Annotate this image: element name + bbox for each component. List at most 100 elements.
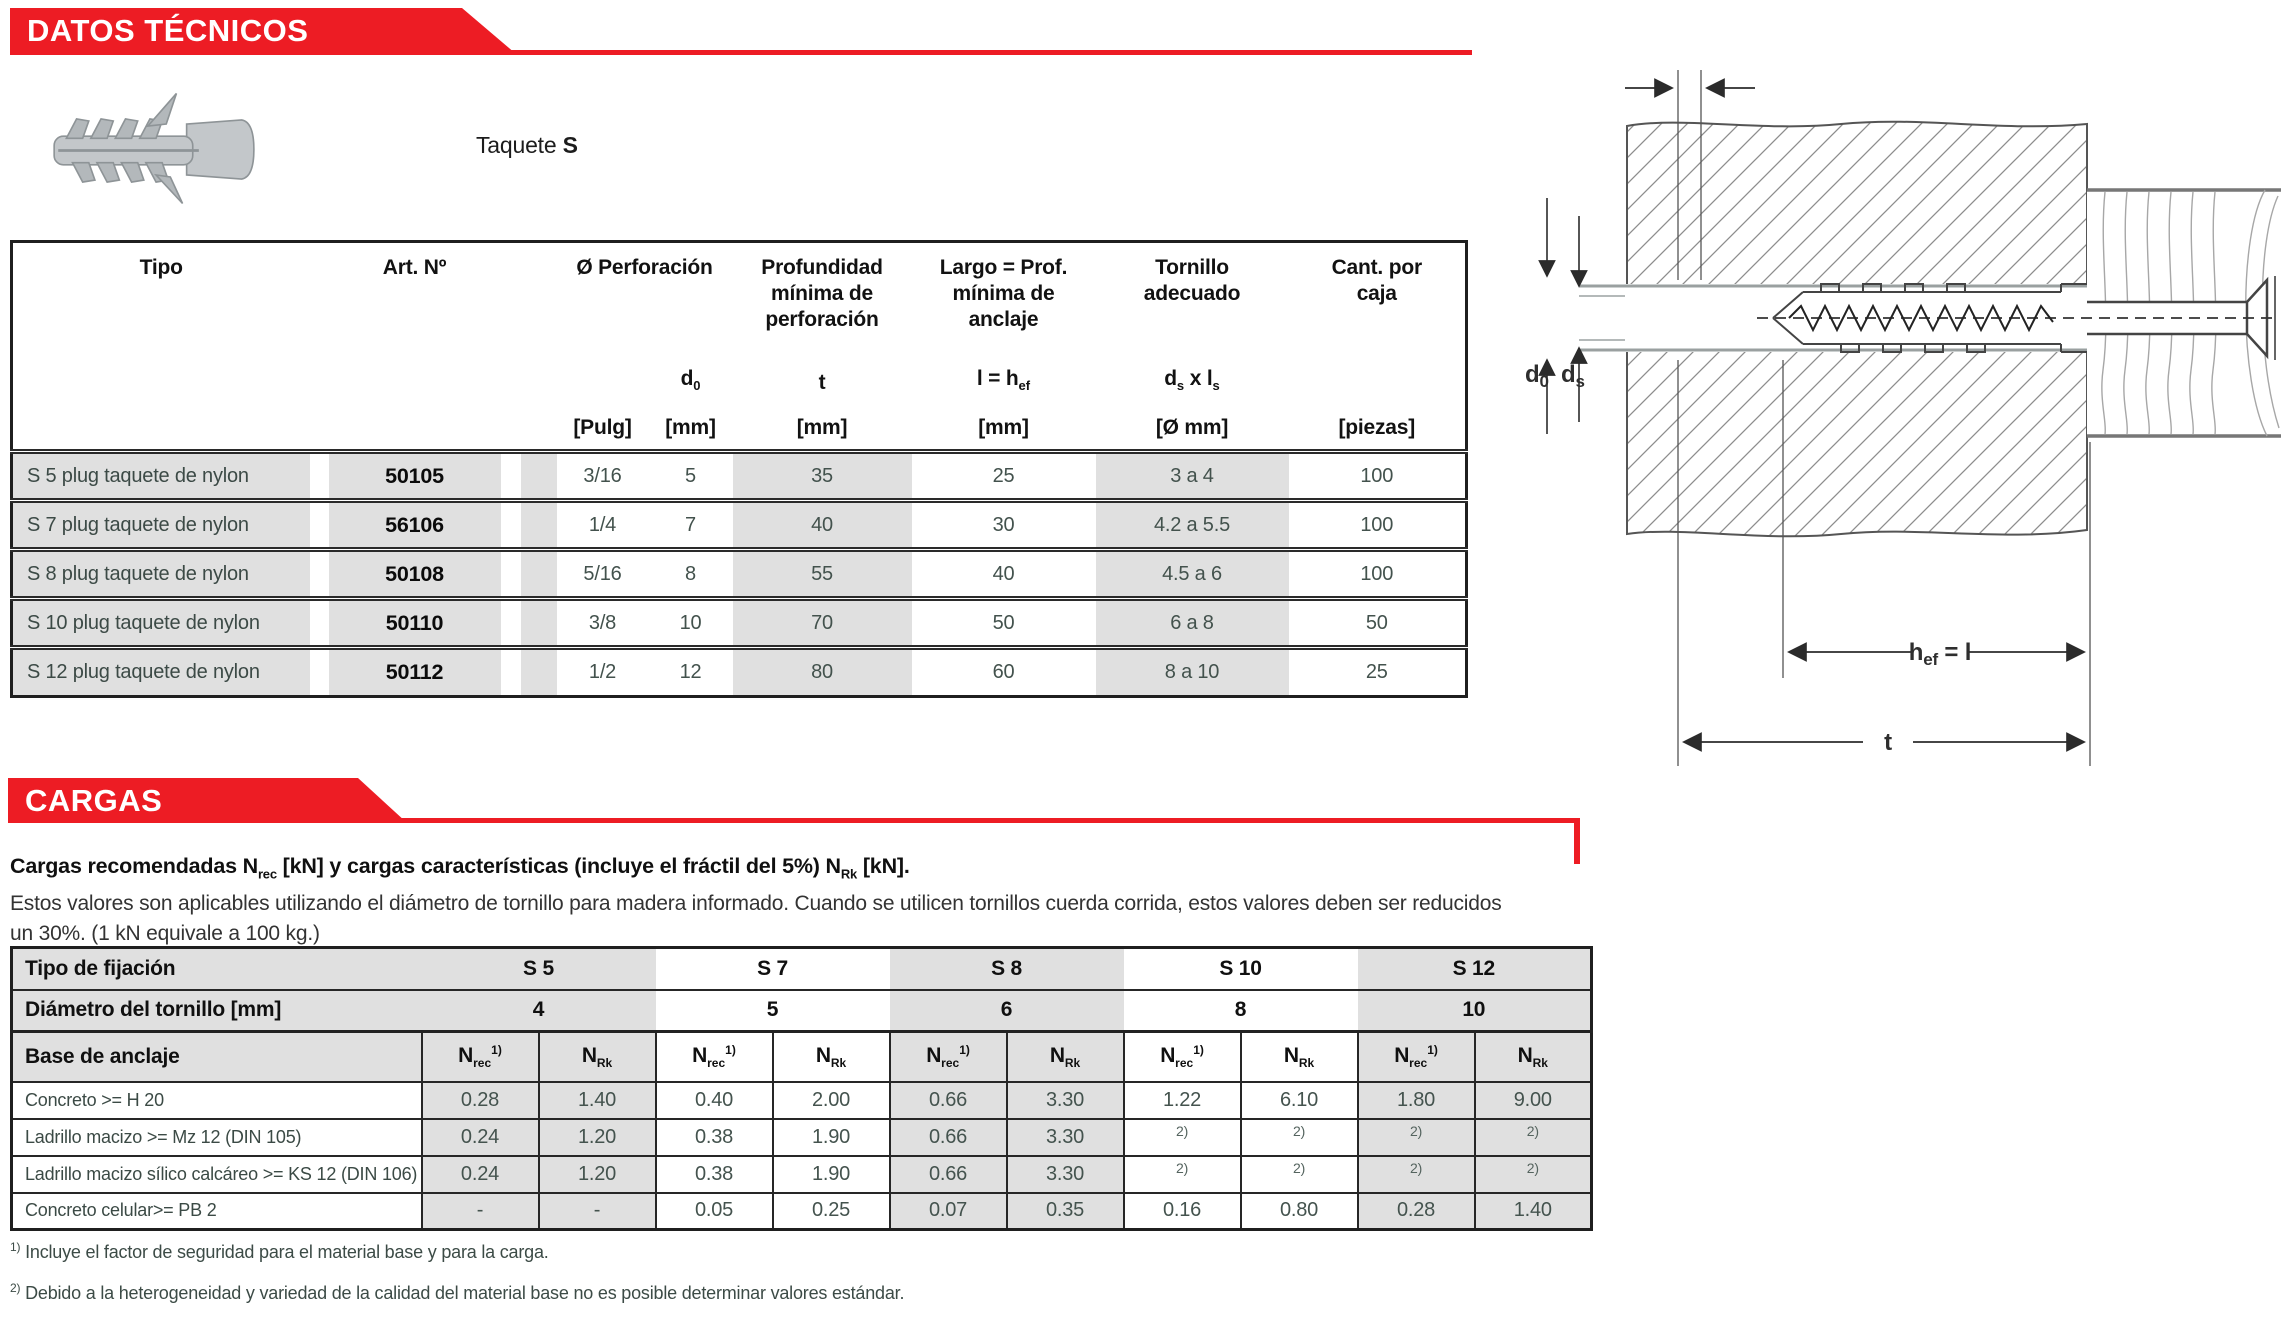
- col-header-largo: Largo = Prof. mínima de anclaje: [939, 256, 1068, 331]
- unit-mm: [mm]: [732, 407, 912, 453]
- nrec-header: Nrec1): [1122, 1030, 1241, 1082]
- cell-pulg: 1/2: [556, 645, 649, 697]
- spacer-cell: [309, 498, 329, 550]
- load-value: 6.10: [1239, 1080, 1358, 1119]
- cell-l: 40: [911, 547, 1096, 599]
- type-s10: S 10: [1123, 946, 1358, 990]
- load-value: 0.66: [888, 1117, 1007, 1156]
- load-value: 0.35: [1005, 1191, 1124, 1230]
- diameter: 10: [1357, 988, 1592, 1032]
- load-value: 3.30: [1005, 1154, 1124, 1193]
- cell-cant: 100: [1288, 449, 1467, 501]
- spacer-cell: [12, 358, 310, 408]
- cell-cant: 25: [1288, 645, 1467, 697]
- nrec-header: Nrec1): [1356, 1030, 1475, 1082]
- cell-mm: 12: [648, 645, 733, 697]
- cell-ds: 4.2 a 5.5: [1095, 498, 1289, 550]
- nrk-header: NRk: [1473, 1030, 1592, 1082]
- cell-art: 50112: [328, 645, 501, 697]
- cell-pulg: 3/16: [556, 449, 649, 501]
- hole-lines: [1579, 284, 2087, 352]
- load-value: 0.25: [771, 1191, 890, 1230]
- loads-table: Tipo de fijación S 5 S 7 S 8 S 10 S 12 D…: [10, 946, 1594, 1231]
- plug-product-image: [53, 92, 255, 205]
- tech-symbol-row: d0 t l = hef ds x ls: [12, 358, 1467, 408]
- spacer-cell: [11, 407, 310, 453]
- cell-art: 50108: [328, 547, 501, 599]
- spacer-cell: [500, 407, 521, 453]
- symbol-d0: d0: [680, 366, 701, 394]
- spacer-cell: [309, 645, 329, 697]
- diagram-label-d0: d0: [1525, 361, 1549, 391]
- cell-tipo: S 10 plug taquete de nylon: [11, 596, 310, 648]
- diameter: 4: [421, 988, 656, 1032]
- load-value-footnote: 2): [1122, 1154, 1241, 1193]
- cell-t: 55: [732, 547, 912, 599]
- table-row: S 8 plug taquete de nylon 50108 5/16 8 5…: [11, 547, 1467, 599]
- symbol-l-hef: l = hef: [976, 366, 1031, 394]
- load-value: 1.90: [771, 1154, 890, 1193]
- nrk-header: NRk: [1239, 1030, 1358, 1082]
- spacer-cell: [500, 645, 521, 697]
- load-value: 0.07: [888, 1191, 1007, 1230]
- dimension-lines: [1538, 70, 2091, 766]
- cell-pulg: 1/4: [556, 498, 649, 550]
- load-value: 0.66: [888, 1154, 1007, 1193]
- table-row: S 7 plug taquete de nylon 56106 1/4 7 40…: [11, 498, 1467, 550]
- base-material: Ladrillo macizo >= Mz 12 (DIN 105): [11, 1117, 422, 1156]
- load-value: 1.90: [771, 1117, 890, 1156]
- col-header-cant: Cant. por caja: [1331, 256, 1423, 305]
- cell-tipo: S 8 plug taquete de nylon: [11, 547, 310, 599]
- spacer-cell: [520, 449, 557, 501]
- load-value: 0.38: [654, 1154, 773, 1193]
- spacer-cell: [309, 596, 329, 648]
- load-value: 9.00: [1473, 1080, 1592, 1119]
- intro-line-2: Estos valores son aplicables utilizando …: [10, 892, 1502, 916]
- spacer-cell: [520, 596, 557, 648]
- nrec-header: Nrec1): [420, 1030, 539, 1082]
- cell-cant: 100: [1288, 547, 1467, 599]
- load-value-footnote: 2): [1473, 1154, 1592, 1193]
- spacer-cell: [500, 547, 521, 599]
- col-header-tornillo: Tornillo adecuado: [1143, 256, 1241, 305]
- cell-l: 25: [911, 449, 1096, 501]
- cell-mm: 10: [648, 596, 733, 648]
- load-value: 1.20: [537, 1117, 656, 1156]
- cell-t: 35: [732, 449, 912, 501]
- cell-t: 70: [732, 596, 912, 648]
- cell-tipo: S 12 plug taquete de nylon: [11, 645, 310, 697]
- load-value: 0.05: [654, 1191, 773, 1230]
- load-value: 1.80: [1356, 1080, 1475, 1119]
- red-rule-datos: [10, 50, 1472, 55]
- load-value: -: [537, 1191, 656, 1230]
- product-size: S: [562, 132, 578, 158]
- load-value: 0.40: [654, 1080, 773, 1119]
- cell-pulg: 5/16: [556, 547, 649, 599]
- cell-mm: 8: [648, 547, 733, 599]
- diameter: 6: [889, 988, 1124, 1032]
- base-material: Ladrillo macizo sílico calcáreo >= KS 12…: [11, 1154, 422, 1193]
- col-header-tipo: Tipo: [139, 256, 183, 279]
- spacer-cell: [309, 547, 329, 599]
- cell-cant: 50: [1288, 596, 1467, 648]
- spacer-cell: [520, 645, 557, 697]
- spacer-cell: [500, 596, 521, 648]
- product-label: Taquete S: [476, 132, 578, 159]
- table-row: S 5 plug taquete de nylon 50105 3/16 5 3…: [11, 449, 1467, 501]
- row-label: Tipo de fijación: [11, 946, 422, 990]
- nrk-header: NRk: [771, 1030, 890, 1082]
- table-row: Ladrillo macizo sílico calcáreo >= KS 12…: [11, 1154, 1592, 1193]
- nrec-header: Nrec1): [888, 1030, 1007, 1082]
- base-material: Concreto >= H 20: [11, 1080, 422, 1119]
- installation-diagram: d0 ds hef = l t: [1525, 70, 2281, 766]
- load-header-row: Base de anclaje Nrec1) NRk Nrec1) NRk Nr…: [11, 1030, 1592, 1082]
- load-value-footnote: 2): [1356, 1154, 1475, 1193]
- spacer-cell: [1289, 358, 1467, 408]
- cell-l: 50: [911, 596, 1096, 648]
- intro-line-3: un 30%. (1 kN equivale a 100 kg.): [10, 922, 320, 946]
- row-label: Base de anclaje: [11, 1030, 422, 1082]
- spacer-cell: [520, 407, 557, 453]
- unit-mm: [mm]: [648, 407, 733, 453]
- load-value-footnote: 2): [1239, 1117, 1358, 1156]
